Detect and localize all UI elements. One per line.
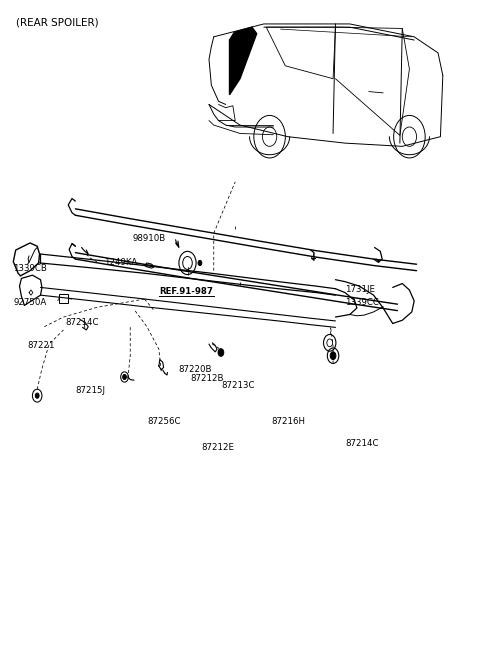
Circle shape: [218, 349, 224, 356]
Text: 87212B: 87212B: [190, 374, 223, 383]
Text: 87221: 87221: [28, 341, 55, 350]
Text: 1731JE: 1731JE: [345, 285, 375, 294]
Text: 1339CB: 1339CB: [13, 264, 47, 273]
Text: 92750A: 92750A: [13, 298, 47, 307]
Text: 87212E: 87212E: [202, 443, 235, 452]
Bar: [59, 294, 68, 303]
Text: 87256C: 87256C: [147, 417, 180, 426]
Circle shape: [330, 352, 336, 360]
Text: REF.91-987: REF.91-987: [159, 287, 213, 296]
Text: 87214C: 87214C: [66, 318, 99, 327]
Text: (REAR SPOILER): (REAR SPOILER): [16, 17, 98, 27]
Polygon shape: [229, 27, 257, 95]
Circle shape: [122, 375, 126, 380]
Text: 87214C: 87214C: [345, 439, 379, 448]
Text: 98910B: 98910B: [132, 234, 166, 243]
Text: 87215J: 87215J: [75, 386, 105, 395]
Circle shape: [198, 260, 202, 265]
Text: 87213C: 87213C: [221, 381, 254, 390]
Text: 87220B: 87220B: [178, 366, 212, 375]
Text: 87216H: 87216H: [271, 417, 305, 426]
Text: 1249KA: 1249KA: [104, 258, 137, 267]
Text: 1339CC: 1339CC: [345, 298, 379, 307]
Circle shape: [35, 393, 39, 399]
